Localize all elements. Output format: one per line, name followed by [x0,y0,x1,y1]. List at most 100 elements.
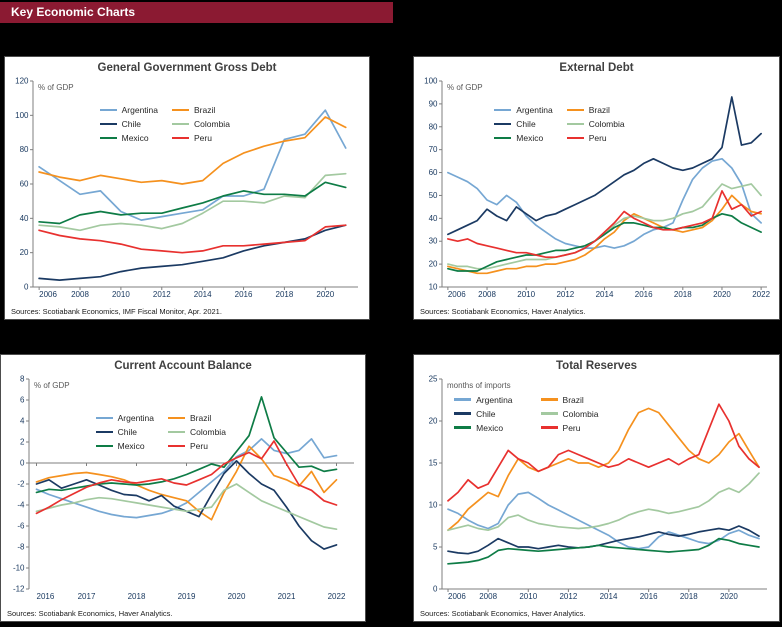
legend-label-argentina: Argentina [516,105,553,116]
legend-swatch-mexico [494,136,512,140]
legend-item-argentina: Argentina [99,105,159,116]
y-tick-label: -2 [17,480,25,489]
legend-item-argentina: Argentina [95,413,154,423]
y-tick-label: 5 [433,543,438,552]
legend-label-colombia: Colombia [190,426,226,437]
line-chart-gross-debt: 0 20 40 60 80 100 120 2006 2008 2010 2012 2014 2016 2… [15,77,358,299]
legend-item-chile: Chile [454,409,512,419]
series-line-peru [35,440,338,515]
x-tick-label: 2016 [640,592,658,601]
y-tick-label: 25 [429,375,438,384]
y-tick-label: 90 [429,99,438,108]
series-line-peru [38,224,347,254]
x-tick-label: 2012 [559,592,577,601]
legend-item-peru: Peru [566,133,625,144]
source-note-external-debt: Sources: Scotiabank Economics, Haver Ana… [420,307,586,316]
plot-area-total-reserves: 0 5 10 15 20 25 2006 2008 2010 2012 2014 2016 2018 20… [414,374,779,602]
series-line-mexico [447,212,762,272]
chart-title-external-debt: External Debt [559,62,634,74]
legend-item-brazil: Brazil [566,105,625,116]
page-title: Key Economic Charts [11,5,136,19]
series-line-colombia [35,483,338,531]
plot-area-current-account: -12 -10 -8 -6 -4 -2 0 2 4 6 8 2016 2017 2018 2019 2020 2… [1,374,365,602]
series-line-chile [38,224,347,281]
y-tick-label: -6 [17,522,25,531]
legend-swatch-brazil [540,398,558,401]
y-tick-label: 0 [20,459,25,468]
y-tick-label: 100 [424,77,438,86]
legend-swatch-mexico [95,444,113,447]
y-tick-label: 0 [433,585,438,594]
x-tick-label: 2014 [194,290,212,299]
x-tick-label: 2020 [316,290,334,299]
legend-item-chile: Chile [95,427,154,437]
legend-swatch-colombia [172,122,190,126]
legend-item-colombia: Colombia [168,427,226,437]
legend-swatch-brazil [168,416,186,419]
x-tick-label: 2016 [235,290,253,299]
x-tick-label: 2021 [278,592,296,601]
x-tick-label: 2008 [478,290,496,299]
y-tick-label: 80 [20,145,29,154]
y-tick-label: 60 [429,168,438,177]
x-tick-label: 2012 [153,290,171,299]
x-tick-label: 2017 [78,592,96,601]
legend-swatch-peru [566,136,584,140]
page-title-bar: Key Economic Charts [0,2,393,23]
legend-item-mexico: Mexico [99,133,158,143]
series-line-argentina [447,157,762,249]
x-tick-label: 2010 [112,290,130,299]
legend-item-peru: Peru [172,133,230,143]
legend-label-peru: Peru [194,133,212,144]
legend-label-colombia: Colombia [194,119,230,130]
legend-swatch-mexico [454,426,472,429]
legend-label-peru: Peru [588,133,607,144]
y-tick-label: 50 [429,191,438,200]
legend-item-peru: Peru [540,423,599,433]
series-line-mexico [38,181,347,225]
unit-label: % of GDP [447,83,483,92]
chart-title-current-account: Current Account Balance [114,360,252,372]
legend-swatch-chile [454,412,472,415]
plot-area-external-debt: 10 20 30 40 50 60 70 80 90 100 2006 2008 2010 2012 201… [414,76,779,300]
x-tick-label: 2018 [276,290,294,299]
x-tick-label: 2008 [479,592,497,601]
legend-swatch-chile [95,430,113,433]
legend-item-chile: Chile [494,119,552,129]
x-tick-label: 2018 [680,592,698,601]
series-line-chile [447,96,762,236]
y-tick-label: 40 [20,214,29,223]
x-tick-label: 2014 [596,290,614,299]
legend: Argentina Chile Mexico Brazil Colombia Peru [454,395,598,433]
y-tick-label: -12 [13,585,25,594]
x-tick-label: 2014 [600,592,618,601]
legend-label-argentina: Argentina [121,105,159,116]
legend-swatch-colombia [168,430,186,433]
series-line-argentina [38,109,347,221]
x-tick-label: 2022 [752,290,770,299]
legend-swatch-argentina [494,108,512,112]
y-tick-label: 15 [429,459,438,468]
legend: Argentina Chile Mexico Brazil Colombia Peru [95,413,226,451]
series-line-peru [447,190,762,259]
legend-swatch-colombia [566,122,584,126]
legend-swatch-peru [172,136,190,140]
y-tick-label: 80 [429,122,438,131]
legend-label-mexico: Mexico [117,440,145,451]
y-tick-label: -10 [13,564,25,573]
y-tick-label: 10 [429,501,438,510]
legend-swatch-peru [540,426,558,429]
legend-swatch-chile [99,122,117,126]
x-tick-label: 2006 [448,592,466,601]
legend-swatch-chile [494,122,512,126]
unit-label: months of imports [447,381,511,390]
x-tick-label: 2019 [178,592,196,601]
y-tick-label: 120 [15,77,29,86]
y-tick-label: -8 [17,543,25,552]
unit-label: % of GDP [38,83,74,92]
x-tick-label: 2010 [519,592,537,601]
legend-label-mexico: Mexico [516,133,544,144]
x-tick-label: 2016 [37,592,55,601]
legend-label-brazil: Brazil [588,105,610,116]
legend-label-brazil: Brazil [562,394,584,405]
